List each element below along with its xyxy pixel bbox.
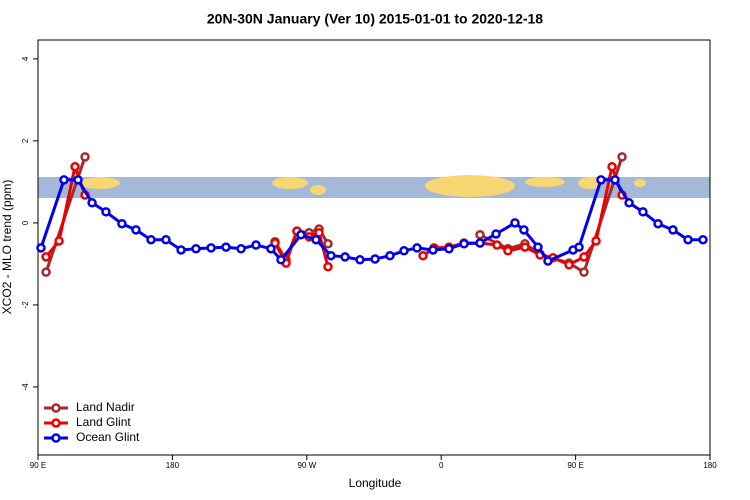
point	[323, 239, 333, 249]
point	[638, 207, 648, 217]
map-strip	[38, 175, 710, 198]
point	[370, 254, 380, 264]
point	[191, 243, 201, 254]
point	[131, 225, 141, 235]
point	[698, 234, 708, 245]
point	[323, 262, 333, 272]
y-tick-label: -2	[21, 301, 30, 309]
point	[266, 243, 276, 254]
x-tick-label: 90 W	[297, 461, 316, 470]
point	[206, 243, 216, 253]
point	[653, 218, 663, 229]
point	[236, 243, 246, 254]
point	[221, 242, 231, 252]
point	[668, 225, 678, 235]
x-tick-label: 180	[166, 461, 180, 470]
point	[176, 245, 186, 255]
point	[510, 218, 520, 228]
point	[117, 218, 127, 229]
point	[36, 243, 46, 253]
point	[491, 229, 501, 239]
point	[624, 198, 634, 208]
point	[326, 250, 336, 261]
point	[399, 246, 409, 256]
point	[59, 175, 69, 185]
point	[444, 243, 454, 254]
point	[459, 239, 469, 249]
point	[503, 246, 513, 256]
point	[276, 255, 286, 265]
x-tick-label: 90 E	[30, 461, 46, 470]
point	[520, 242, 530, 252]
point	[574, 242, 584, 252]
point	[564, 259, 574, 270]
legend-marker	[51, 433, 61, 443]
y-axis-label: XCO2 - MLO trend (ppm)	[0, 180, 14, 315]
y-tick-label: 0	[21, 220, 30, 225]
x-tick-label: 180	[703, 461, 717, 470]
point	[579, 267, 589, 277]
point	[101, 207, 111, 217]
point	[596, 175, 606, 185]
y-tick-label: -4	[21, 383, 30, 391]
point	[70, 161, 80, 172]
point	[607, 161, 617, 172]
point	[80, 152, 90, 162]
point	[311, 234, 321, 245]
point	[610, 175, 620, 185]
point	[475, 230, 485, 240]
legend-marker	[51, 403, 61, 413]
point	[533, 242, 543, 252]
point	[355, 255, 365, 265]
point	[418, 250, 428, 261]
point	[41, 267, 51, 277]
point	[251, 240, 261, 250]
legend-label: Land Nadir	[76, 400, 135, 414]
point	[87, 198, 97, 208]
point	[543, 256, 553, 266]
point	[340, 252, 350, 262]
point	[591, 236, 601, 246]
x-axis-label: Longitude	[349, 476, 402, 490]
chart-title: 20N-30N January (Ver 10) 2015-01-01 to 2…	[207, 11, 543, 27]
y-tick-label: 4	[21, 56, 30, 61]
point	[161, 234, 171, 245]
legend-label: Land Glint	[76, 415, 131, 429]
point	[617, 152, 627, 162]
point	[54, 236, 64, 246]
point	[73, 175, 83, 185]
y-tick-label: 2	[21, 138, 30, 143]
point	[683, 234, 693, 245]
point	[296, 230, 306, 240]
point	[146, 234, 156, 245]
x-tick-label: 90 E	[567, 461, 583, 470]
point	[385, 250, 395, 261]
point	[412, 243, 422, 253]
point	[41, 252, 51, 262]
point	[492, 240, 502, 250]
legend-marker	[51, 418, 61, 428]
plot-frame	[37, 39, 711, 456]
point	[428, 245, 438, 255]
point	[475, 238, 485, 248]
point	[519, 225, 529, 235]
point	[579, 252, 589, 262]
legend-label: Ocean Glint	[76, 430, 140, 444]
x-tick-label: 0	[439, 461, 444, 470]
